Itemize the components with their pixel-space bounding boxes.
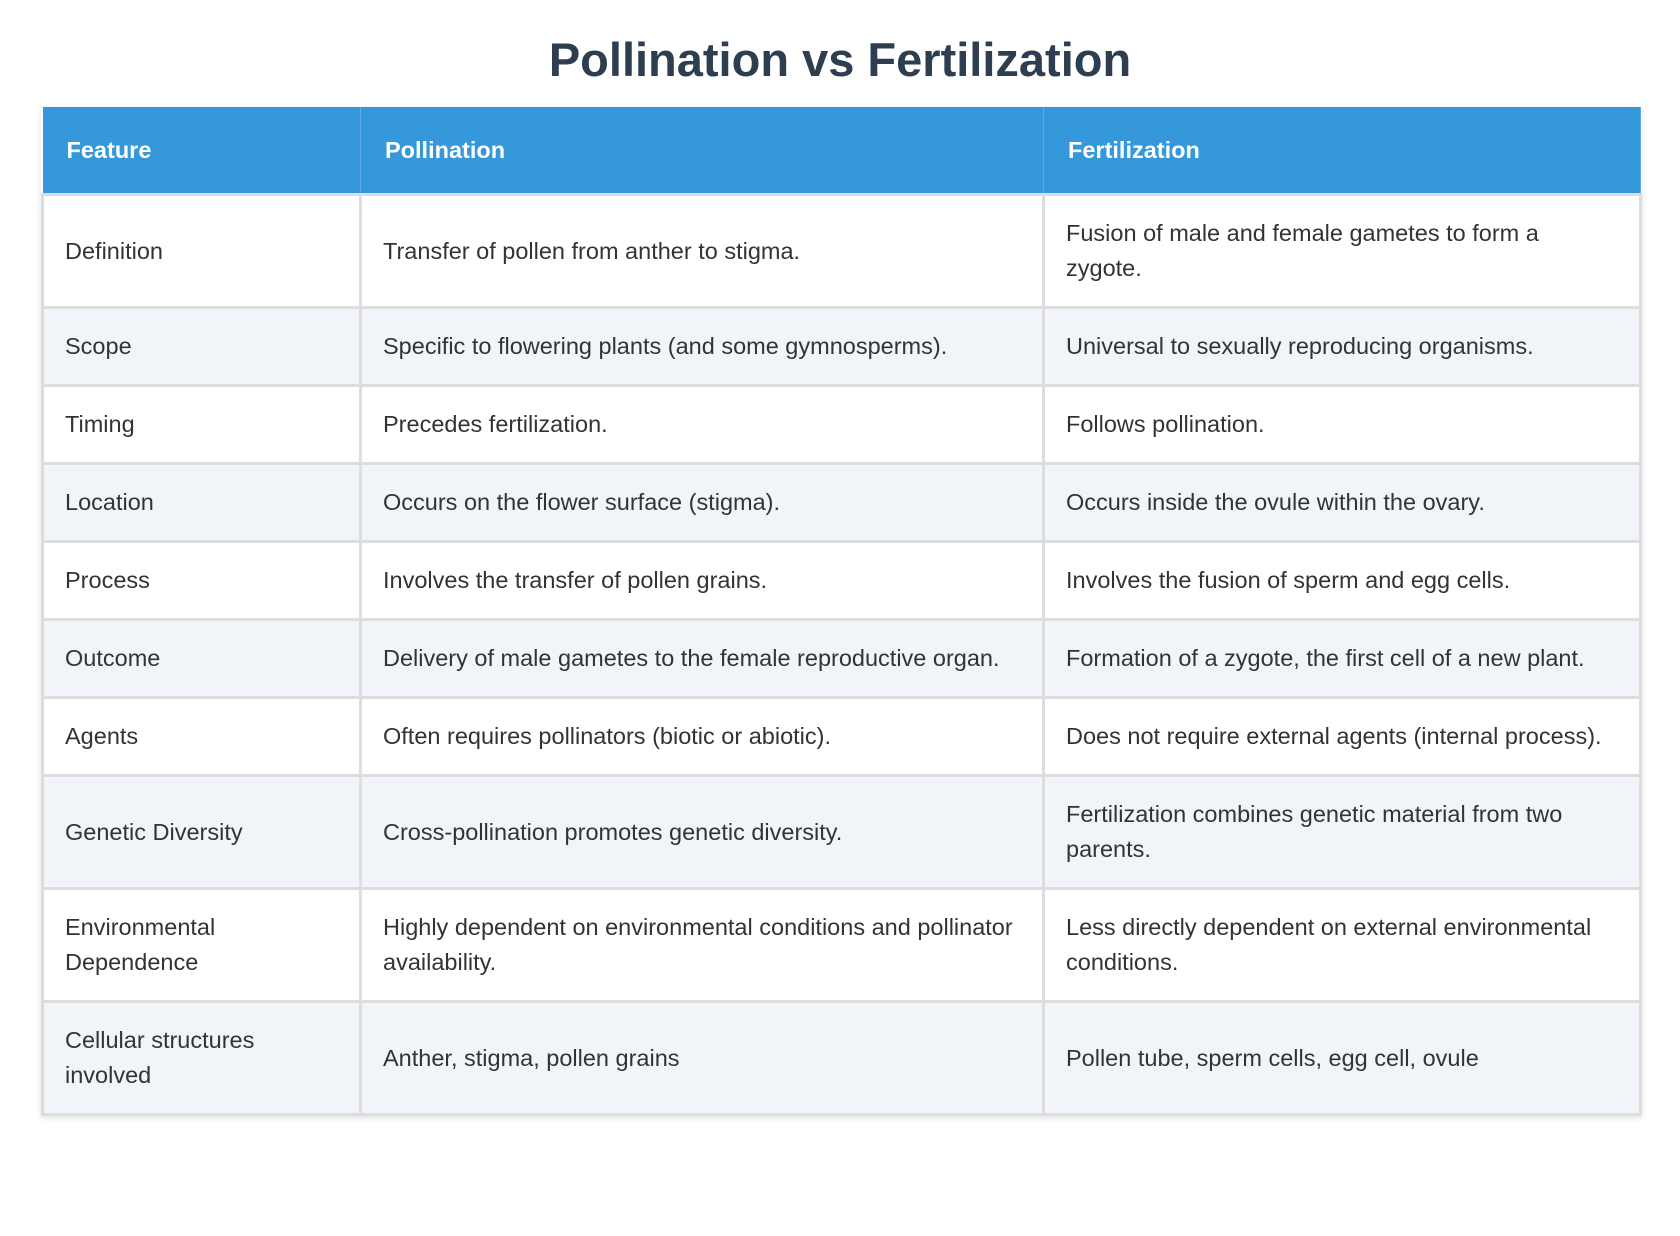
table-row: Scope Specific to flowering plants (and s… [41,306,1642,387]
table-cell: Pollen tube, sperm cells, egg cell, ovul… [1042,1000,1642,1116]
column-header: Pollination [360,107,1044,195]
table-cell: Occurs on the flower surface (stigma). [359,462,1045,543]
table-row: Process Involves the transfer of pollen g… [41,540,1642,621]
table-cell: Does not require external agents (intern… [1042,696,1642,777]
table-cell: Process [41,540,362,621]
table-cell: Often requires pollinators (biotic or ab… [359,696,1045,777]
header-row: Feature Pollination Fertilization [42,107,1641,195]
table-cell: Anther, stigma, pollen grains [359,1000,1045,1116]
table-cell: Transfer of pollen from anther to stigma… [359,193,1045,309]
table-cell: Formation of a zygote, the first cell of… [1042,618,1642,699]
table-cell: Scope [41,306,362,387]
table-cell: Less directly dependent on external envi… [1042,887,1642,1003]
table-row: Cellular structures involved Anther, stig… [41,1000,1642,1116]
table-cell: Agents [41,696,362,777]
table-row: Timing Precedes fertilization. Follows pol… [41,384,1642,465]
table-row: Outcome Delivery of male gametes to the f… [41,618,1642,699]
table-cell: Precedes fertilization. [359,384,1045,465]
table-row: Definition Transfer of pollen from anther… [41,193,1642,309]
table-cell: Definition [41,193,362,309]
table-row: Agents Often requires pollinators (biotic… [41,696,1642,777]
table-cell: Universal to sexually reproducing organi… [1042,306,1642,387]
table-cell: Highly dependent on environmental condit… [359,887,1045,1003]
table-cell: Fusion of male and female gametes to for… [1042,193,1642,309]
table-cell: Specific to flowering plants (and some g… [359,306,1045,387]
comparison-table: Feature Pollination Fertilization Definiti… [41,107,1642,1116]
column-header: Fertilization [1043,107,1641,195]
table-cell: Outcome [41,618,362,699]
table-row: Location Occurs on the flower surface (st… [41,462,1642,543]
table-cell: Delivery of male gametes to the female r… [359,618,1045,699]
table-cell: Occurs inside the ovule within the ovary… [1042,462,1642,543]
table-cell: Genetic Diversity [41,774,362,890]
table-cell: Fertilization combines genetic material … [1042,774,1642,890]
table-cell: Involves the transfer of pollen grains. [359,540,1045,621]
table-cell: Environmental Dependence [41,887,362,1003]
column-header: Feature [42,107,361,195]
table-cell: Cellular structures involved [41,1000,362,1116]
table-row: Genetic Diversity Cross-pollination promo… [41,774,1642,890]
page-title: Pollination vs Fertilization [548,33,1132,86]
table-cell: Follows pollination. [1042,384,1642,465]
table-cell: Involves the fusion of sperm and egg cel… [1042,540,1642,621]
table-cell: Location [41,462,362,543]
table-cell: Cross-pollination promotes genetic diver… [359,774,1045,890]
table-cell: Timing [41,384,362,465]
table-row: Environmental Dependence Highly dependent… [41,887,1642,1003]
